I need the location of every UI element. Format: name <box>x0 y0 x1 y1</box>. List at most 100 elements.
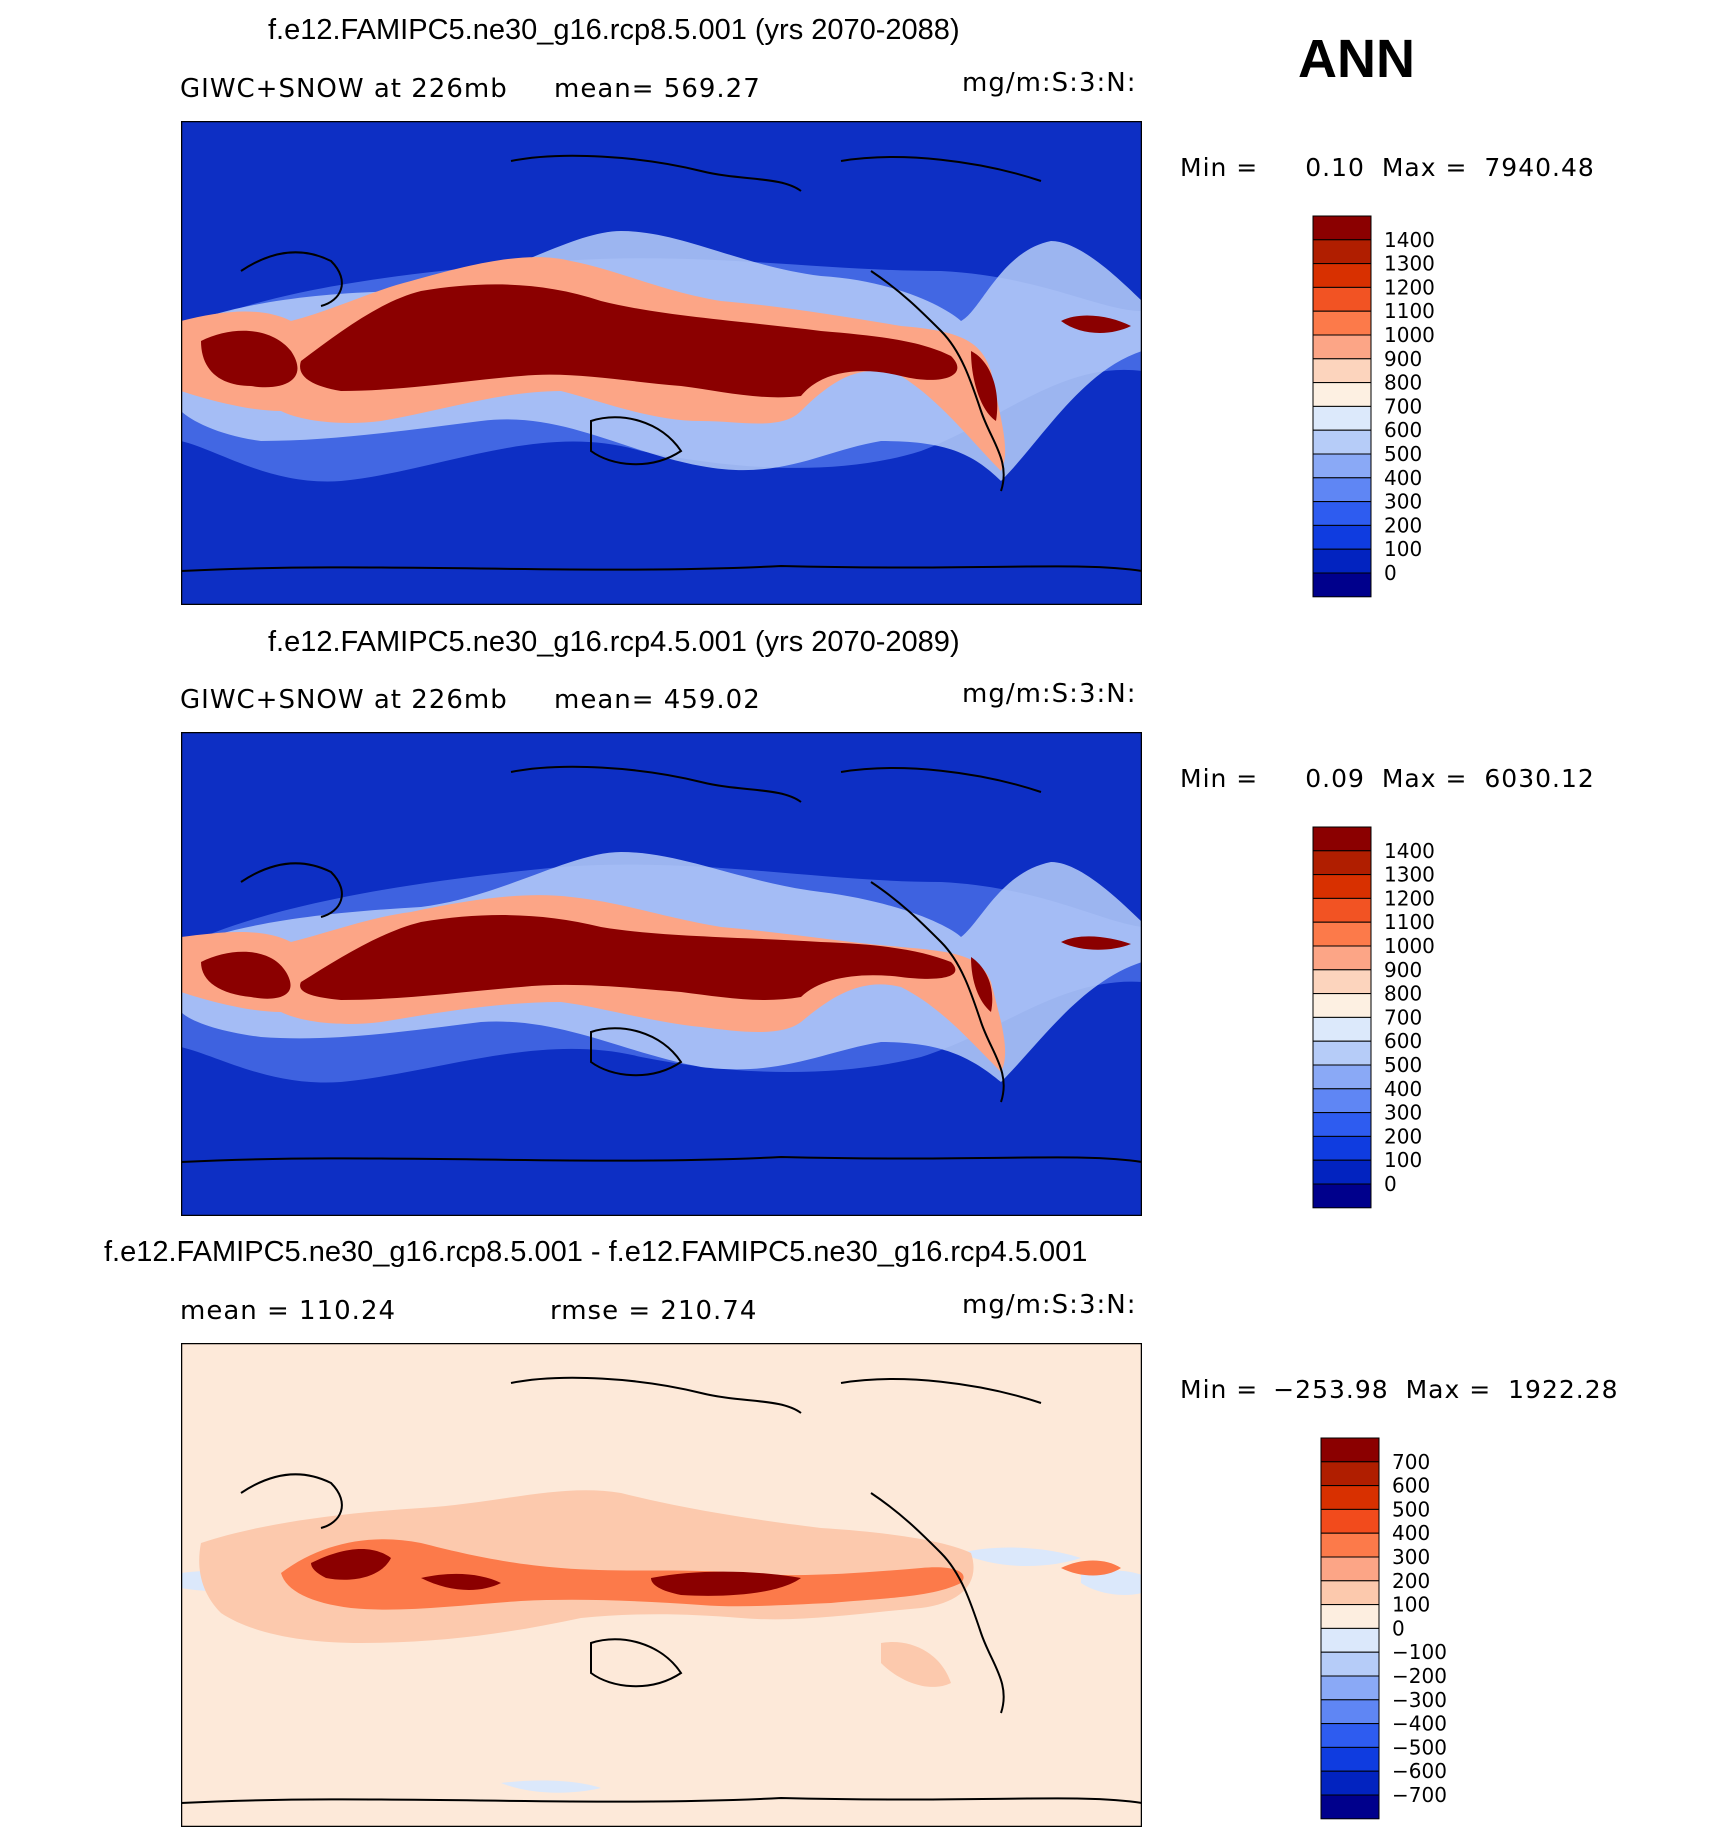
colorbar-swatch <box>1320 1485 1380 1510</box>
variable-label: GIWC+SNOW at 226mb <box>180 74 508 104</box>
colorbar-label: 600 <box>1392 1474 1430 1498</box>
min-value: −253.98 <box>1273 1375 1389 1404</box>
colorbar-label: 1400 <box>1384 839 1435 863</box>
colorbar: 1400 1300 1200 1100 1000 900 800 700 600 500 400 30… <box>1312 826 1492 1216</box>
colorbar-label: 500 <box>1384 1053 1422 1077</box>
min-max-readout: Min = 0.09 Max = 6030.12 <box>1180 764 1595 793</box>
colorbar-label: 900 <box>1384 958 1422 982</box>
colorbar-swatch <box>1312 1112 1372 1137</box>
colorbar-swatch <box>1312 310 1372 336</box>
field-contour-neg <box>181 1527 1142 1793</box>
max-value: 1922.28 <box>1508 1375 1619 1404</box>
map-panel <box>181 121 1142 605</box>
colorbar-label: −400 <box>1392 1712 1447 1736</box>
colorbar-label: 400 <box>1384 1077 1422 1101</box>
colorbar-swatch <box>1312 921 1372 947</box>
coastline <box>181 154 1142 572</box>
colorbar-label: 1300 <box>1384 863 1435 887</box>
colorbar-label: −100 <box>1392 1640 1447 1664</box>
colorbar-label: −700 <box>1392 1783 1447 1807</box>
colorbar-swatch <box>1312 969 1372 995</box>
colorbar-label: 1000 <box>1384 323 1435 347</box>
field-contour-pos-peak <box>311 1548 801 1596</box>
colorbar-swatch <box>1320 1627 1380 1653</box>
colorbar-label: 600 <box>1384 418 1422 442</box>
colorbar-swatch <box>1312 263 1372 288</box>
colorbar-label: 400 <box>1392 1521 1430 1545</box>
colorbar-label: 300 <box>1392 1545 1430 1569</box>
map-frame <box>181 732 1142 1216</box>
colorbar-label: 200 <box>1384 513 1422 537</box>
colorbar-swatch <box>1312 1040 1372 1066</box>
map-panel <box>181 732 1142 1216</box>
min-label: Min = <box>1180 153 1259 182</box>
colorbar-swatch <box>1312 453 1372 479</box>
mean-label: mean= 459.02 <box>554 685 761 715</box>
max-label: Max = <box>1381 153 1468 182</box>
min-max-readout: Min = 0.10 Max = 7940.48 <box>1180 153 1595 182</box>
colorbar-label: 100 <box>1384 1148 1422 1172</box>
min-max-readout: Min = −253.98 Max = 1922.28 <box>1180 1375 1619 1404</box>
colorbar-label: −600 <box>1392 1759 1447 1783</box>
colorbar-label: −500 <box>1392 1735 1447 1759</box>
max-label: Max = <box>1381 764 1468 793</box>
colorbar-label: 800 <box>1384 982 1422 1006</box>
colorbar-swatch <box>1312 993 1372 1018</box>
mean-label: mean = 110.24 <box>180 1296 397 1326</box>
colorbar-swatch <box>1320 1746 1380 1772</box>
colorbar-swatch <box>1312 239 1372 265</box>
colorbar-swatch <box>1312 572 1372 598</box>
colorbar-label: 100 <box>1392 1593 1430 1617</box>
colorbar-label: −200 <box>1392 1664 1447 1688</box>
min-value: 0.10 <box>1305 153 1365 182</box>
max-label: Max = <box>1405 1375 1492 1404</box>
colorbar-swatch <box>1320 1604 1380 1629</box>
colorbar-label: 700 <box>1392 1450 1430 1474</box>
colorbar-swatch <box>1312 850 1372 876</box>
colorbar-swatch <box>1312 1159 1372 1185</box>
colorbar-label: 200 <box>1384 1124 1422 1148</box>
colorbar-label: 1100 <box>1384 910 1435 934</box>
colorbar-swatch <box>1312 358 1372 384</box>
rmse-label: rmse = 210.74 <box>550 1296 758 1326</box>
colorbar-label: 1100 <box>1384 299 1435 323</box>
colorbar-svg: 1400130012001100100090080070060050040030… <box>1312 215 1435 598</box>
colorbar-svg: 7006005004003002001000−100−200−300−400−5… <box>1320 1437 1447 1820</box>
colorbar-label: 200 <box>1392 1569 1430 1593</box>
field-contour-peak <box>201 284 1131 421</box>
colorbar-label: −300 <box>1392 1688 1447 1712</box>
units-label: mg/m:S:3:N: <box>962 679 1137 709</box>
colorbar-swatch <box>1312 1064 1372 1090</box>
colorbar-swatch <box>1312 897 1372 923</box>
colorbar-swatch <box>1312 826 1372 852</box>
min-label: Min = <box>1180 1375 1259 1404</box>
colorbar-label: 800 <box>1384 371 1422 395</box>
coastline <box>181 765 1142 1163</box>
colorbar-swatch <box>1320 1770 1380 1796</box>
colorbar-label: 1300 <box>1384 252 1435 276</box>
colorbar-label: 1000 <box>1384 934 1435 958</box>
mean-label: mean= 569.27 <box>554 74 761 104</box>
colorbar-label: 300 <box>1384 490 1422 514</box>
colorbar-label: 1400 <box>1384 228 1435 252</box>
panel-title: f.e12.FAMIPC5.ne30_g16.rcp4.5.001 (yrs 2… <box>268 626 960 658</box>
colorbar-label: 700 <box>1384 394 1422 418</box>
colorbar-label: 1200 <box>1384 275 1435 299</box>
colorbar-swatch <box>1312 405 1372 431</box>
map-panel <box>181 1343 1142 1827</box>
colorbar-label: 400 <box>1384 466 1422 490</box>
colorbar-swatch <box>1312 1183 1372 1209</box>
max-value: 7940.48 <box>1484 153 1595 182</box>
colorbar-swatch <box>1312 1016 1372 1042</box>
min-label: Min = <box>1180 764 1259 793</box>
colorbar-swatch <box>1312 548 1372 574</box>
units-label: mg/m:S:3:N: <box>962 1290 1137 1320</box>
colorbar-label: 700 <box>1384 1005 1422 1029</box>
colorbar-label: 300 <box>1384 1101 1422 1125</box>
variable-label: GIWC+SNOW at 226mb <box>180 685 508 715</box>
colorbar-label: 900 <box>1384 347 1422 371</box>
units-label: mg/m:S:3:N: <box>962 68 1137 98</box>
colorbar-svg: 1400130012001100100090080070060050040030… <box>1312 826 1435 1209</box>
colorbar-swatch <box>1320 1794 1380 1820</box>
max-value: 6030.12 <box>1484 764 1595 793</box>
